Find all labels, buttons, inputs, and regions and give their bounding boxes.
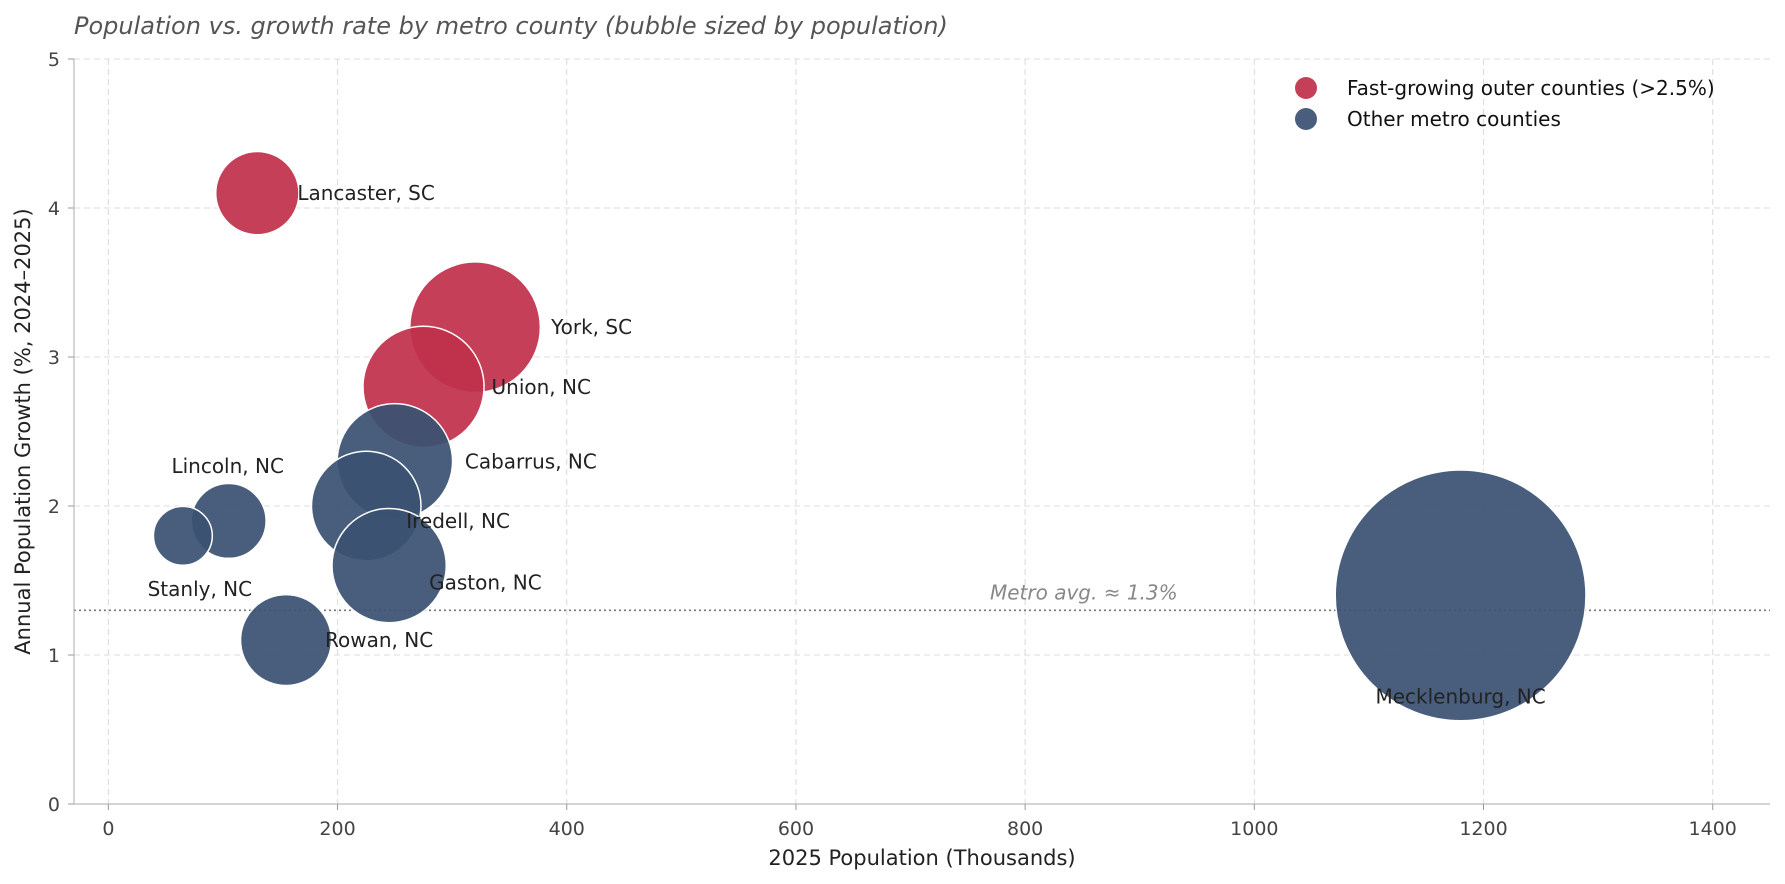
y-tick-label: 4 — [48, 198, 60, 220]
legend-label-fast: Fast-growing outer counties (>2.5%) — [1347, 76, 1715, 100]
x-tick-label: 1400 — [1689, 818, 1737, 840]
point-label-lancaster-sc: Lancaster, SC — [297, 181, 435, 205]
y-axis-title: Annual Population Growth (%, 2024–2025) — [11, 208, 35, 654]
legend-marker-other — [1295, 108, 1317, 130]
bubble-stanly-nc — [152, 505, 214, 566]
point-labels: Lancaster, SC York, SC Union, NC Cabarrus, … — [148, 181, 1546, 708]
axes: 0 200 400 600 800 1000 1200 1400 0 1 2 3 4 5 — [48, 49, 1770, 840]
bubble-rowan-nc — [239, 593, 333, 687]
y-tick-label: 1 — [48, 645, 60, 667]
point-label-lincoln-nc: Lincoln, NC — [171, 454, 283, 478]
point-label-york-sc: York, SC — [550, 315, 632, 339]
y-tick-label: 0 — [48, 794, 60, 816]
x-tick-label: 0 — [102, 818, 114, 840]
x-tick-label: 400 — [549, 818, 585, 840]
point-label-stanly-nc: Stanly, NC — [148, 577, 253, 601]
y-tick-label: 2 — [48, 496, 60, 518]
point-label-rowan-nc: Rowan, NC — [325, 628, 433, 652]
point-label-cabarrus-nc: Cabarrus, NC — [465, 449, 597, 473]
legend-label-other: Other metro counties — [1347, 107, 1561, 131]
bubbles — [152, 150, 1587, 722]
bubble-lancaster-sc — [214, 150, 300, 236]
x-axis-title: 2025 Population (Thousands) — [768, 846, 1075, 870]
y-tick-label: 3 — [48, 347, 60, 369]
legend-marker-fast — [1295, 77, 1317, 99]
bubble-gaston-nc — [331, 507, 448, 624]
legend: Fast-growing outer counties (>2.5%) Othe… — [1295, 76, 1715, 131]
x-tick-label: 800 — [1007, 818, 1043, 840]
y-tick-label: 5 — [48, 49, 60, 71]
point-label-gaston-nc: Gaston, NC — [429, 571, 542, 595]
point-label-union-nc: Union, NC — [492, 375, 591, 399]
bubble-mecklenburg-nc — [1334, 469, 1587, 722]
x-tick-label: 600 — [778, 818, 814, 840]
x-tick-label: 200 — [319, 818, 355, 840]
point-label-iredell-nc: Iredell, NC — [406, 509, 510, 533]
x-tick-label: 1000 — [1230, 818, 1278, 840]
metro-average-label: Metro avg. ≈ 1.3% — [990, 580, 1178, 604]
point-label-mecklenburg-nc: Mecklenburg, NC — [1375, 684, 1545, 708]
x-tick-label: 1200 — [1459, 818, 1507, 840]
chart-title: Population vs. growth rate by metro coun… — [74, 12, 948, 40]
